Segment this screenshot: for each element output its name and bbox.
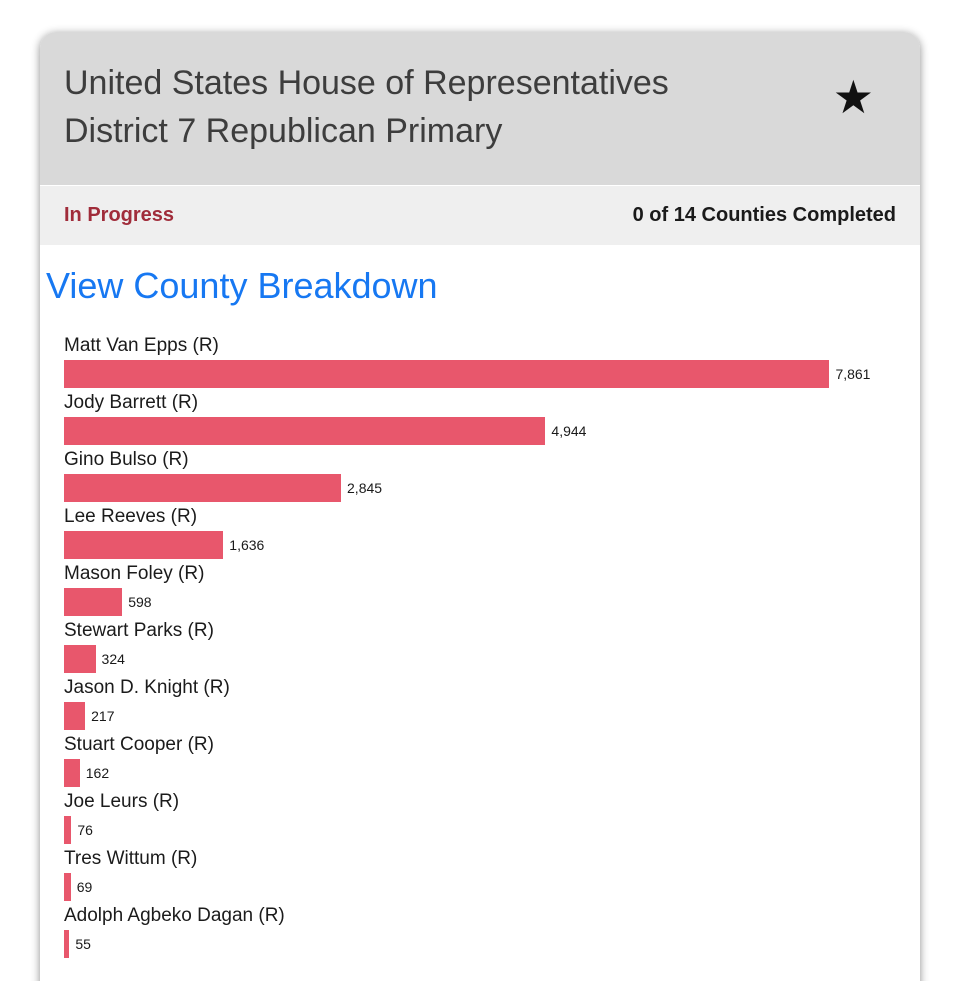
result-row: Stewart Parks (R) 324 <box>64 620 896 674</box>
result-bar <box>64 816 72 845</box>
bar-line: 4,944 <box>64 417 896 446</box>
result-bar <box>64 417 546 446</box>
bar-value: 55 <box>75 936 91 953</box>
bar-line: 69 <box>64 873 896 902</box>
bar-line: 162 <box>64 759 896 788</box>
bar-line: 598 <box>64 588 896 617</box>
candidate-name: Mason Foley (R) <box>64 563 205 585</box>
result-row: Stuart Cooper (R) 162 <box>64 734 896 788</box>
bar-line: 7,861 <box>64 360 896 389</box>
candidate-name: Stuart Cooper (R) <box>64 734 214 756</box>
result-bar <box>64 588 123 617</box>
bar-value: 217 <box>91 708 115 725</box>
status-bar: In Progress 0 of 14 Counties Completed <box>40 185 920 246</box>
bar-value: 7,861 <box>835 366 871 383</box>
candidate-name: Joe Leurs (R) <box>64 791 180 813</box>
bar-line: 324 <box>64 645 896 674</box>
candidate-name: Lee Reeves (R) <box>64 506 198 528</box>
result-row: Joe Leurs (R) 76 <box>64 791 896 845</box>
candidate-name: Tres Wittum (R) <box>64 848 198 870</box>
candidate-name: Adolph Agbeko Dagan (R) <box>64 905 285 927</box>
bar-line: 55 <box>64 930 896 959</box>
candidate-name: Jason D. Knight (R) <box>64 677 230 699</box>
result-row: Mason Foley (R) 598 <box>64 563 896 617</box>
result-bar <box>64 759 80 788</box>
bar-value: 69 <box>76 879 93 896</box>
counties-completed-text: 0 of 14 Counties Completed <box>632 204 896 227</box>
candidate-name: Jody Barrett (R) <box>64 392 199 414</box>
view-county-breakdown-link[interactable]: View County Breakdown <box>46 265 438 307</box>
result-bar <box>64 873 71 902</box>
race-title: United States House of Representatives D… <box>64 64 669 150</box>
bar-line: 217 <box>64 702 896 731</box>
bar-line: 76 <box>64 816 896 845</box>
star-icon: ★ <box>832 71 874 123</box>
result-row: Matt Van Epps (R) 7,861 <box>64 335 896 389</box>
result-row: Adolph Agbeko Dagan (R) 55 <box>64 905 896 959</box>
result-row: Lee Reeves (R) 1,636 <box>64 506 896 560</box>
result-bar <box>64 531 224 560</box>
bar-value: 162 <box>85 765 110 782</box>
bar-value: 2,845 <box>347 480 383 497</box>
result-bar <box>64 360 830 389</box>
result-row: Gino Bulso (R) 2,845 <box>64 449 896 503</box>
bar-value: 598 <box>128 594 152 611</box>
result-row: Tres Wittum (R) 69 <box>64 848 896 902</box>
bar-line: 2,845 <box>64 474 896 503</box>
result-bar <box>64 645 96 674</box>
candidate-name: Stewart Parks (R) <box>64 620 214 642</box>
candidate-name: Matt Van Epps (R) <box>64 335 219 357</box>
result-bar <box>64 702 86 731</box>
result-bar <box>64 930 70 959</box>
results-list: Matt Van Epps (R) 7,861 Jody Barrett (R)… <box>64 333 896 959</box>
card-content: View County Breakdown Matt Van Epps (R) … <box>40 245 920 981</box>
result-bar <box>64 474 342 503</box>
status-badge: In Progress <box>64 204 175 227</box>
bar-line: 1,636 <box>64 531 896 560</box>
card-header: United States House of Representatives D… <box>40 32 920 186</box>
bar-value: 1,636 <box>229 537 265 554</box>
result-row: Jason D. Knight (R) 217 <box>64 677 896 731</box>
result-row: Jody Barrett (R) 4,944 <box>64 392 896 446</box>
favorite-star-button[interactable]: ★ <box>833 74 874 120</box>
bar-value: 76 <box>77 822 93 839</box>
bar-value: 4,944 <box>551 423 587 440</box>
candidate-name: Gino Bulso (R) <box>64 449 189 471</box>
bar-value: 324 <box>101 651 125 668</box>
election-result-card: United States House of Representatives D… <box>40 32 920 981</box>
